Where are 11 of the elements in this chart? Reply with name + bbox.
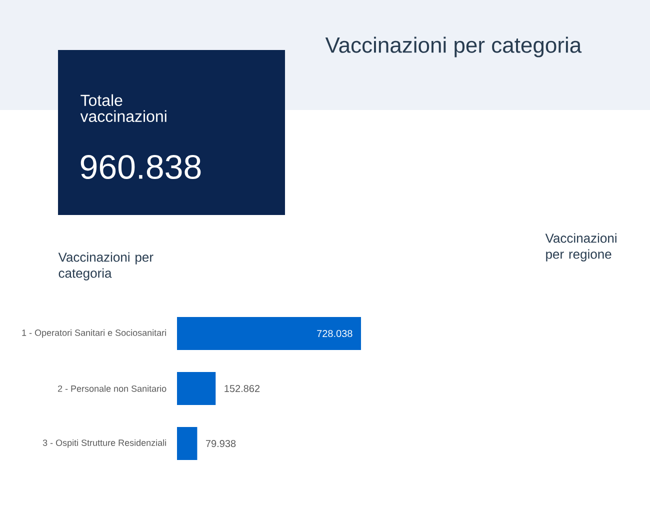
text: Totale vaccinazioni	[80, 94, 166, 122]
y-tick-label: 3 - Ospiti Strutture Residenziali	[42, 439, 166, 448]
data-label: 79.938	[206, 440, 236, 448]
y-tick-label: 2 - Personale non Sanitario	[58, 385, 166, 392]
y-tick-label: 1 - Operatori Sanitari e Sociosanitari	[22, 329, 166, 338]
data-label: 728.038	[317, 330, 352, 338]
text: 960.838	[80, 154, 201, 180]
text: Vaccinazioni per categoria	[325, 36, 582, 58]
data-label: 152.862	[224, 384, 260, 392]
text: Vaccinazioni per regione	[545, 233, 616, 262]
chart-title: Vaccinazioni per categoria	[58, 252, 154, 280]
